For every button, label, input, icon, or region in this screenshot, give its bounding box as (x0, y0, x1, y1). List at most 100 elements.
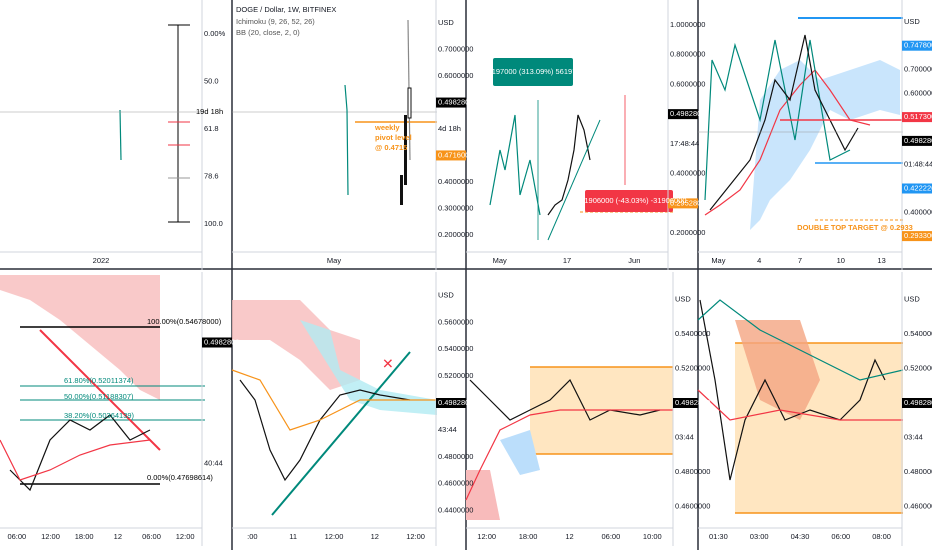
x-axis-label: 12:00 (41, 532, 60, 541)
axis-label: 0.2952800 (670, 198, 705, 207)
axis-label: 0.7478000 (904, 41, 932, 50)
x-axis-label: May (493, 256, 507, 265)
axis-label: 0.2000000 (438, 230, 473, 239)
cross-marker: ✕ (382, 356, 394, 372)
axis-label: 01:48:44 (904, 160, 932, 169)
axis-label: USD (438, 18, 454, 27)
annotation: 100.00%(0.54678000) (147, 317, 222, 326)
x-axis-label: 17 (563, 256, 571, 265)
x-axis-label: 12:00 (477, 532, 496, 541)
x-axis-label: May (711, 256, 725, 265)
x-axis-label: 12 (371, 532, 379, 541)
axis-label: 0.5600000 (438, 317, 473, 326)
axis-label: 0.4800000 (675, 467, 710, 476)
axis-label: 0.5200000 (438, 371, 473, 380)
axis-label: 4d 18h (438, 124, 461, 133)
price-tag (902, 231, 932, 242)
x-axis-label: May (327, 256, 341, 265)
axis-label: 0.4600000 (438, 479, 473, 488)
axis-label: 0.00% (204, 29, 226, 38)
price-tag (202, 337, 232, 348)
annotation: 50.00%(0.51188307) (64, 392, 134, 401)
axis-label: 0.3000000 (438, 203, 473, 212)
axis-label: 17:48:44 (670, 139, 699, 148)
price-tag (902, 135, 932, 146)
x-axis-label: 12 (565, 532, 573, 541)
axis-label: 03:44 (904, 433, 923, 442)
axis-label: USD (438, 290, 454, 299)
annotation: BB (20, close, 2, 0) (236, 28, 300, 37)
price-tag (673, 398, 698, 408)
x-axis-label: 10:00 (643, 532, 662, 541)
axis-label: 0.4982800 (904, 398, 932, 407)
axis-label: 0.5400000 (904, 329, 932, 338)
price-tag (436, 97, 466, 108)
axis-label: 0.4982800 (438, 398, 473, 407)
axis-label: 0.4000000 (670, 169, 705, 178)
annotation: 19d 18h (196, 107, 223, 116)
x-axis-label: 11 (289, 532, 297, 541)
axis-label: 100.0 (204, 219, 223, 228)
x-axis-label: 12:00 (406, 532, 425, 541)
x-axis-label: 12:00 (325, 532, 344, 541)
axis-label: 0.4600000 (904, 502, 932, 511)
axis-label: 1.0000000 (670, 20, 705, 29)
axis-label: 0.4982800 (904, 136, 932, 145)
axis-label: 0.6000000 (670, 79, 705, 88)
annotation: 38.20%(0.50364139) (64, 411, 135, 420)
axis-label: 0.8000000 (670, 50, 705, 59)
x-axis-label: 12 (114, 532, 122, 541)
x-axis-label: 08:00 (872, 532, 891, 541)
price-tag (902, 40, 932, 51)
x-axis-label: 2022 (93, 256, 110, 265)
price-tag (902, 398, 932, 408)
x-axis-label: 06:00 (831, 532, 850, 541)
axis-label: 0.5200000 (675, 363, 710, 372)
x-axis-label: 18:00 (519, 532, 538, 541)
axis-label: 0.2933000 (904, 231, 932, 240)
x-axis-label: 12:00 (176, 532, 195, 541)
x-axis-label: 01:30 (709, 532, 728, 541)
axis-label: 0.5200000 (904, 363, 932, 372)
x-axis-label: 13 (877, 256, 885, 265)
axis-label: 0.2000000 (670, 228, 705, 237)
price-tag (668, 109, 698, 120)
axis-label: USD (675, 294, 691, 303)
annotation: @ 0.4715 (375, 143, 407, 152)
axis-label: 50.0 (204, 76, 219, 85)
x-axis-label: 06:00 (602, 532, 621, 541)
axis-label: 0.6000000 (438, 71, 473, 80)
x-axis-label: Jun (628, 256, 640, 265)
axis-label: 0.5400000 (675, 329, 710, 338)
axis-label: 0.4600000 (675, 502, 710, 511)
price-tag (902, 112, 932, 123)
axis-label: 0.5400000 (438, 344, 473, 353)
axis-label: 0.7000000 (904, 64, 932, 73)
axis-label: 61.8 (204, 124, 219, 133)
axis-label: USD (904, 294, 920, 303)
x-axis-label: 03:00 (750, 532, 769, 541)
axis-label: 0.4800000 (904, 467, 932, 476)
annotation: DOUBLE TOP TARGET @ 0.2933 (797, 223, 913, 232)
axis-label: 0.7000000 (438, 45, 473, 54)
axis-label: 43:44 (438, 425, 457, 434)
x-axis-label: 06:00 (142, 532, 161, 541)
x-axis-label: :00 (247, 532, 257, 541)
axis-label: 0.4000000 (904, 207, 932, 216)
axis-label: 0.4222264 (904, 183, 932, 192)
annotation: weekly (374, 123, 400, 132)
axis-label: 0.4000000 (438, 177, 473, 186)
axis-label: 0.4982800 (670, 109, 705, 118)
annotation: DOGE / Dollar, 1W, BITFINEX (236, 5, 336, 14)
x-axis-label: 10 (837, 256, 845, 265)
annotation: Ichimoku (9, 26, 52, 26) (236, 17, 315, 26)
x-axis-label: 7 (798, 256, 802, 265)
axis-label: 0.4800000 (438, 452, 473, 461)
x-axis-label: 04:30 (791, 532, 810, 541)
axis-label: 03:44 (675, 433, 694, 442)
x-axis-label: 4 (757, 256, 761, 265)
axis-label: 0.4982800 (438, 98, 473, 107)
